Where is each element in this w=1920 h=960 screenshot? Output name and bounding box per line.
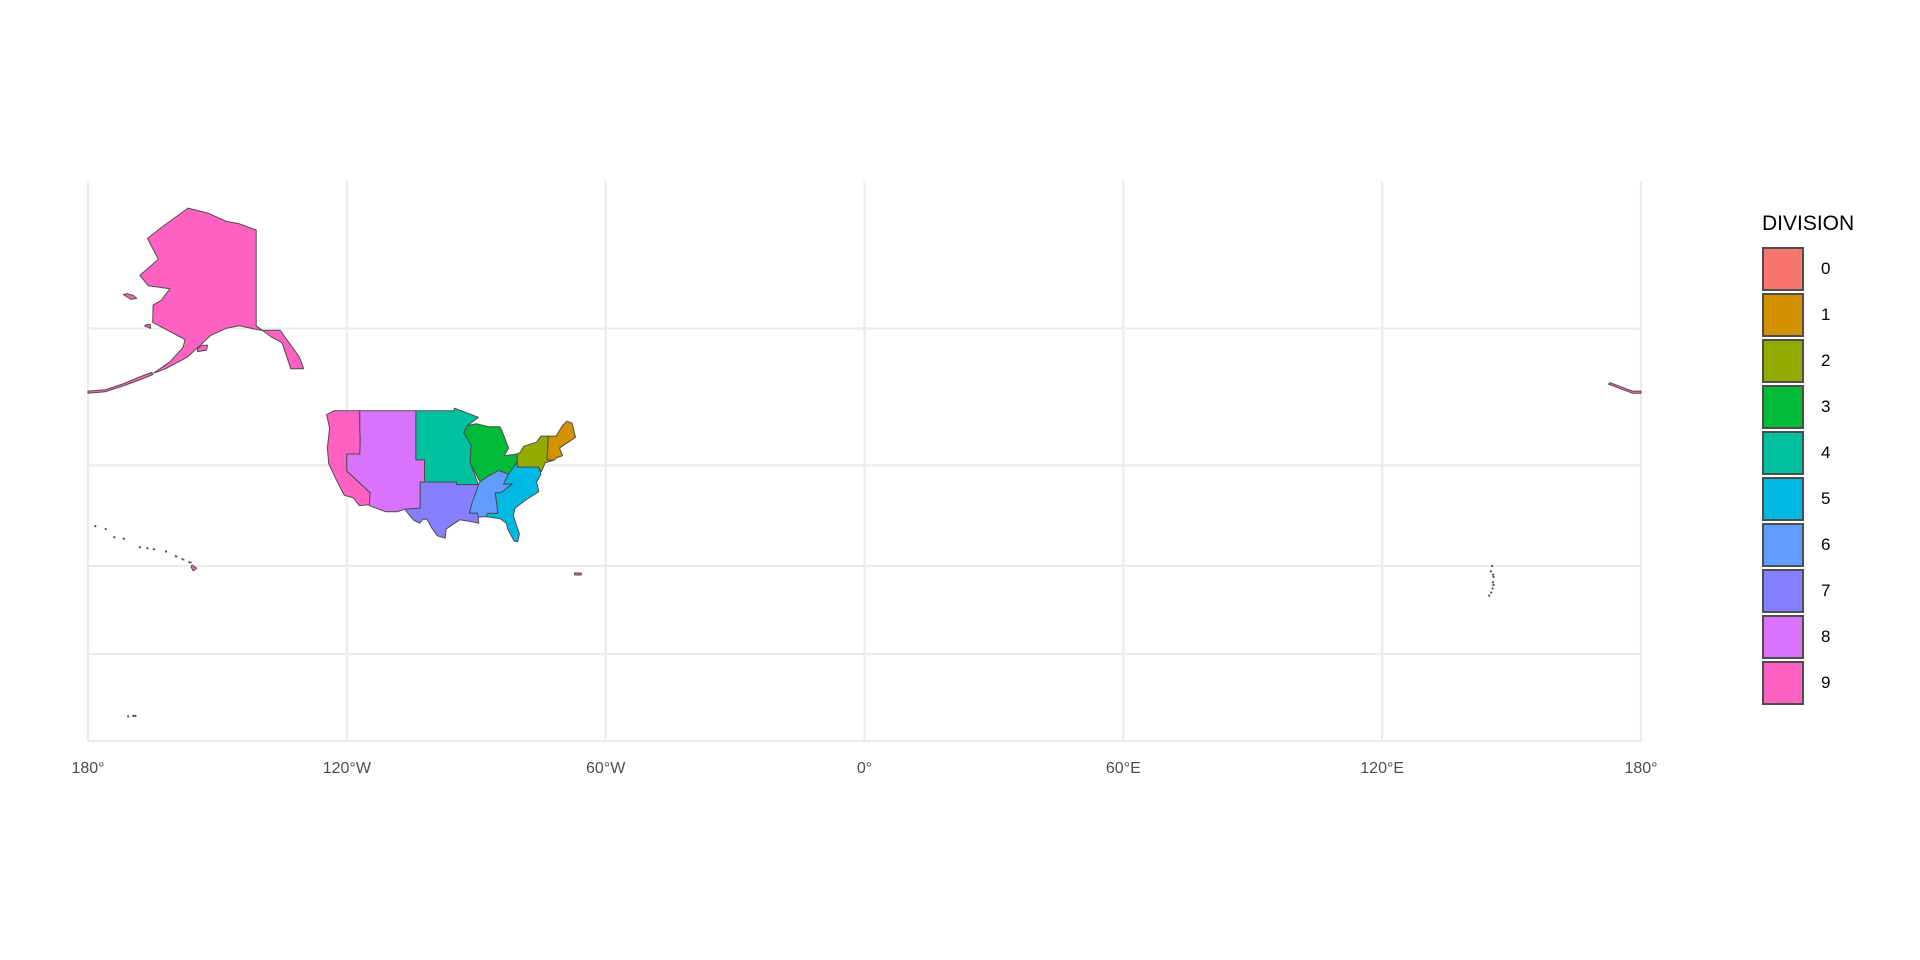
legend-item-4: 4 xyxy=(1762,430,1854,476)
legend-label: 1 xyxy=(1821,305,1831,324)
legend-swatch xyxy=(1762,339,1804,383)
island-point xyxy=(146,547,149,550)
island-point xyxy=(1488,594,1491,597)
legend-label: 0 xyxy=(1821,259,1831,278)
island-point xyxy=(1489,570,1492,573)
x-tick-label: 120°E xyxy=(1360,760,1405,777)
legend-item-3: 3 xyxy=(1762,384,1854,430)
legend-swatch xyxy=(1762,247,1804,291)
x-tick-label: 0° xyxy=(856,760,873,777)
legend-label: 7 xyxy=(1821,581,1831,600)
x-tick-label: 60°E xyxy=(1105,760,1141,777)
legend-swatch xyxy=(1762,385,1804,429)
legend: DIVISION 0 1 2 3 4 5 6 7 8 9 xyxy=(1762,212,1854,706)
island-point xyxy=(138,546,141,549)
island-point xyxy=(1492,575,1495,578)
island-point xyxy=(1491,573,1495,576)
legend-item-9: 9 xyxy=(1762,660,1854,706)
region-aleutians-west xyxy=(1608,382,1642,394)
island-points xyxy=(94,525,1495,718)
region-aleutians-east xyxy=(87,371,154,394)
x-tick-label: 180° xyxy=(71,760,105,777)
legend-label: 8 xyxy=(1821,627,1831,646)
legend-swatch xyxy=(1762,293,1804,337)
legend-title: DIVISION xyxy=(1762,212,1855,235)
region-st-lawrence-island xyxy=(122,293,138,300)
island-point xyxy=(152,548,156,551)
region-west-south-central xyxy=(404,481,480,539)
region-new-england xyxy=(546,420,576,461)
legend-swatch xyxy=(1762,661,1804,705)
legend-item-2: 2 xyxy=(1762,338,1854,384)
island-point xyxy=(132,714,135,718)
island-point xyxy=(1491,581,1495,584)
legend-swatch xyxy=(1762,615,1804,659)
island-point xyxy=(1492,583,1495,587)
legend-label: 9 xyxy=(1821,673,1831,692)
x-tick-label: 120°W xyxy=(322,760,371,777)
legend-label: 5 xyxy=(1821,489,1831,508)
island-point xyxy=(104,527,107,531)
region-kauai xyxy=(174,555,178,558)
legend-swatch xyxy=(1762,569,1804,613)
legend-label: 6 xyxy=(1821,535,1831,554)
x-tick-label: 60°W xyxy=(586,760,626,777)
legend-item-6: 6 xyxy=(1762,522,1854,568)
legend-swatch xyxy=(1762,523,1804,567)
legend-item-7: 7 xyxy=(1762,568,1854,614)
region-west-north-central xyxy=(415,407,479,486)
legend-item-5: 5 xyxy=(1762,476,1854,522)
region-oahu xyxy=(181,558,185,561)
region-maui xyxy=(188,561,192,564)
region-puerto-rico xyxy=(574,572,582,576)
island-point xyxy=(134,714,137,718)
gridlines xyxy=(86,181,1643,743)
island-point xyxy=(113,536,116,539)
region-alaska xyxy=(139,207,305,374)
island-point xyxy=(1490,591,1493,594)
legend-label: 3 xyxy=(1821,397,1831,416)
island-point xyxy=(127,715,130,718)
island-point xyxy=(1491,587,1494,590)
island-point xyxy=(1491,564,1494,568)
region-nunivak xyxy=(144,323,152,329)
legend-label: 4 xyxy=(1821,443,1831,462)
division-regions xyxy=(87,207,1642,576)
x-tick-label: 180° xyxy=(1624,760,1658,777)
island-point xyxy=(94,525,97,528)
island-point xyxy=(122,537,125,540)
legend-label: 2 xyxy=(1821,351,1831,370)
legend-swatch xyxy=(1762,431,1804,475)
region-hawaii-big-island xyxy=(190,564,198,572)
legend-item-8: 8 xyxy=(1762,614,1854,660)
island-point xyxy=(164,550,168,553)
region-kodiak xyxy=(197,344,208,353)
legend-item-1: 1 xyxy=(1762,292,1854,338)
legend-swatch xyxy=(1762,477,1804,521)
legend-item-0: 0 xyxy=(1762,246,1854,292)
